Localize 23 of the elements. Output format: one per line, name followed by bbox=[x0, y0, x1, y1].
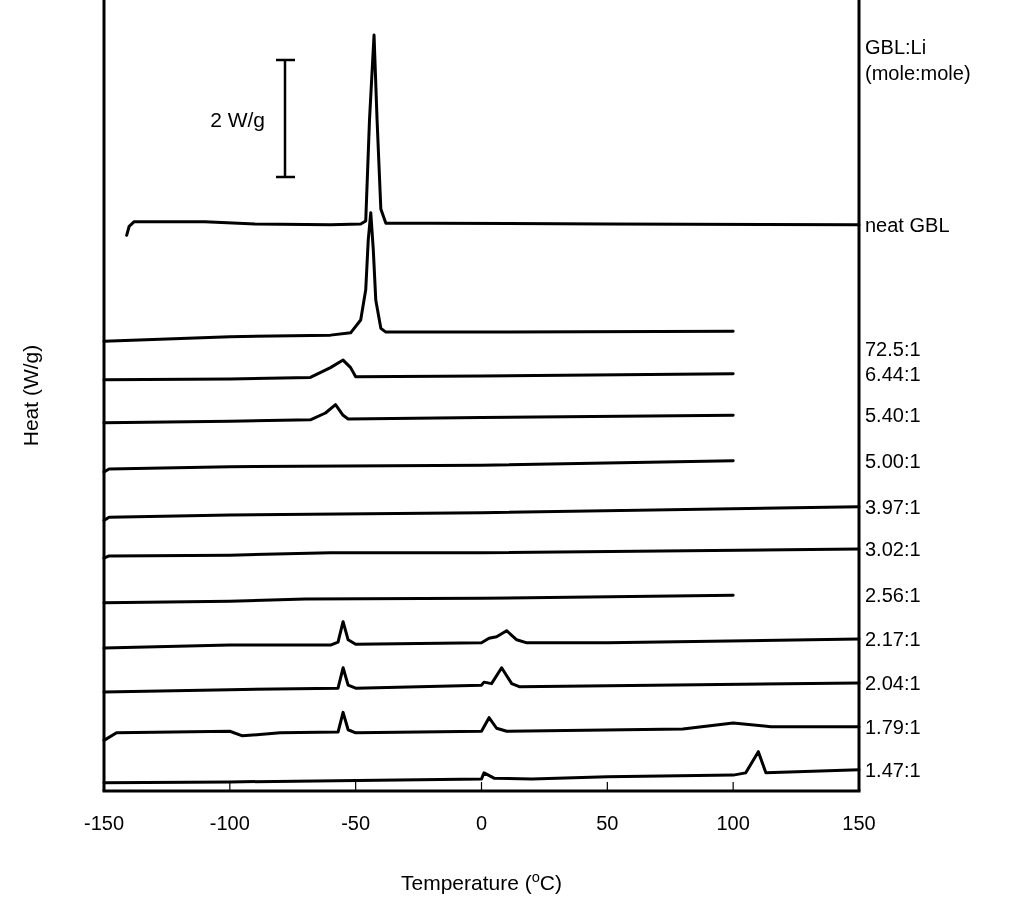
series-label: 2.17:1 bbox=[865, 628, 921, 651]
series-label: 3.97:1 bbox=[865, 495, 921, 518]
x-tick-label: -150 bbox=[83, 812, 125, 834]
x-axis-title: Temperature ($^{o}$C) bbox=[400, 869, 563, 894]
series-label: 3.02:1 bbox=[865, 538, 921, 561]
legend-title: GBL:Li (mole:mole) bbox=[865, 36, 971, 84]
annotation: 2 W/g bbox=[210, 108, 265, 131]
x-tick-label: -50 bbox=[341, 812, 371, 834]
text: 5.40:1 bbox=[865, 404, 921, 427]
x-tick-label: 100 bbox=[716, 812, 750, 834]
x-tick-label: -100 bbox=[209, 812, 250, 834]
text: 5.00:1 bbox=[865, 449, 921, 472]
y-axis-title: Heat (W/g) bbox=[19, 344, 42, 447]
text: 2.56:1 bbox=[865, 584, 921, 607]
series-label: 2.04:1 bbox=[865, 671, 921, 694]
series-label: 1.79:1 bbox=[865, 715, 921, 738]
text: 72.5:1 bbox=[865, 338, 921, 361]
series-label: neat GBL bbox=[865, 213, 950, 236]
series-label: 1.47:1 bbox=[865, 758, 921, 781]
text: 6.44:1 bbox=[865, 362, 921, 385]
x-tick-label: 50 bbox=[596, 812, 619, 834]
x-tick-label: 0 bbox=[475, 812, 488, 834]
x-tick-label: 150 bbox=[842, 812, 876, 834]
